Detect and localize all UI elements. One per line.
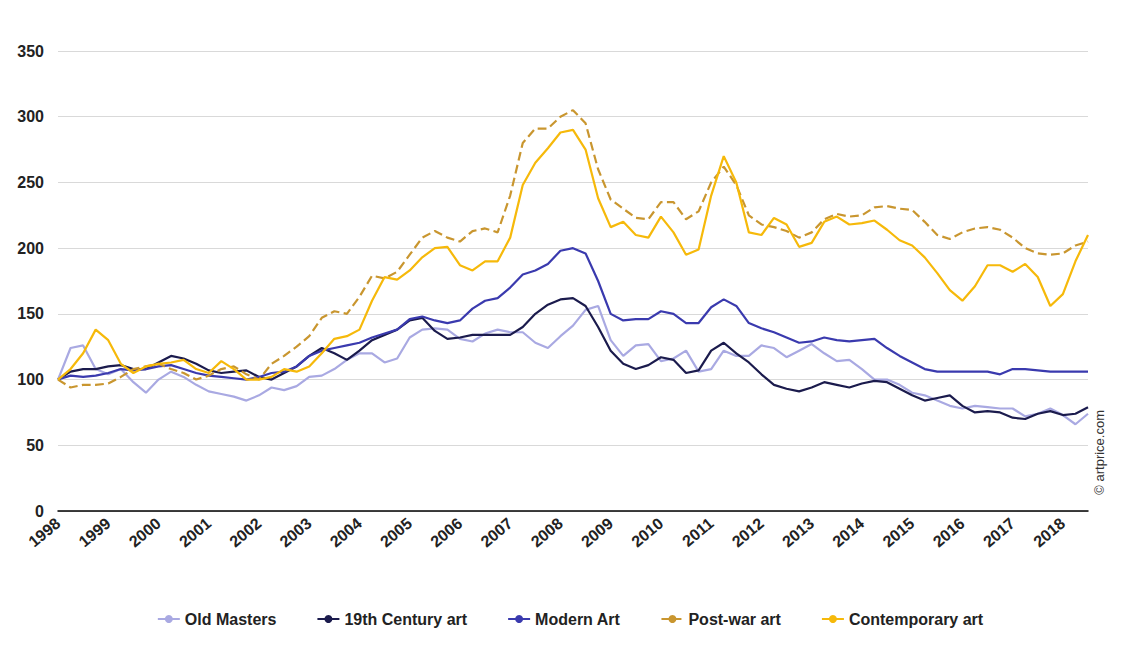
svg-text:Contemporary art: Contemporary art [849,611,984,628]
svg-text:2006: 2006 [427,514,465,550]
svg-text:250: 250 [17,174,44,191]
svg-text:2016: 2016 [930,514,968,550]
svg-text:2000: 2000 [126,514,164,550]
svg-text:2010: 2010 [628,514,666,550]
svg-text:1998: 1998 [25,514,63,550]
svg-text:2011: 2011 [679,514,717,549]
svg-text:Old Masters: Old Masters [185,611,277,628]
svg-text:2001: 2001 [176,514,214,550]
svg-text:2004: 2004 [327,514,365,550]
svg-text:2002: 2002 [226,514,264,550]
svg-text:150: 150 [17,305,44,322]
svg-text:2015: 2015 [879,514,917,550]
svg-text:2005: 2005 [377,514,415,550]
svg-text:Post-war art: Post-war art [688,611,781,628]
svg-text:© artprice.com: © artprice.com [1092,410,1107,495]
svg-text:2003: 2003 [276,514,314,550]
svg-text:50: 50 [26,437,44,454]
svg-text:2007: 2007 [477,514,515,550]
svg-text:Modern Art: Modern Art [535,611,620,628]
svg-text:2012: 2012 [729,514,767,550]
svg-text:200: 200 [17,240,44,257]
svg-text:2013: 2013 [779,514,817,550]
svg-text:2014: 2014 [829,514,867,550]
svg-text:0: 0 [35,503,44,520]
svg-text:300: 300 [17,108,44,125]
svg-text:2018: 2018 [1030,514,1068,550]
svg-text:350: 350 [17,43,44,60]
svg-text:19th Century art: 19th Century art [344,611,467,628]
svg-text:100: 100 [17,371,44,388]
svg-text:2009: 2009 [578,514,616,550]
svg-text:1999: 1999 [76,514,114,550]
svg-text:2008: 2008 [528,514,566,550]
svg-text:2017: 2017 [980,514,1018,550]
